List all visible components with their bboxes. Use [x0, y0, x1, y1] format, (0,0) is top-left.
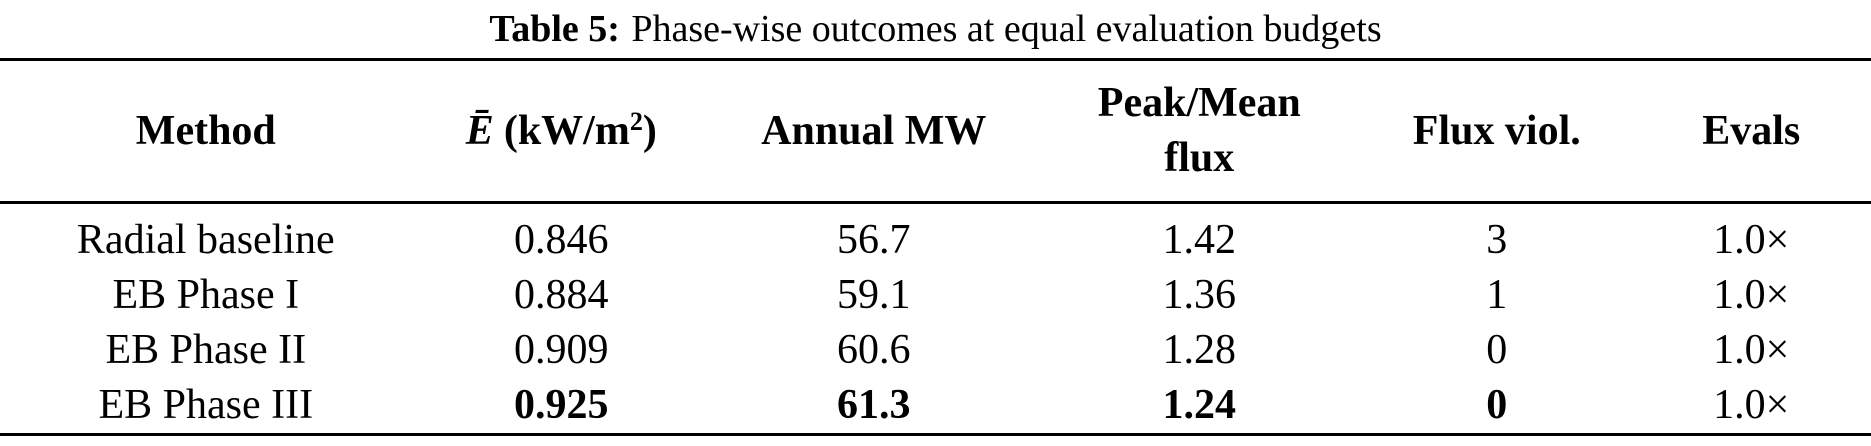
mid-rule — [0, 201, 1871, 204]
flux-density-unit-pre: (kW/m — [503, 107, 630, 154]
bottom-rule — [0, 433, 1871, 436]
peak-mean-value-cell: 1.28 — [1162, 327, 1237, 374]
table-row-eb-phase-3: EB Phase III 0.925 61.3 1.24 0 1.0× — [0, 378, 1871, 433]
header-cell-evals: Evals — [1702, 107, 1801, 154]
header-cell-annual-mw: Annual MW — [761, 107, 987, 154]
flux-density-value-cell: 0.925 — [514, 382, 609, 429]
flux-density-value-cell: 0.846 — [514, 217, 609, 264]
flux-density-unit-close: ) — [642, 107, 657, 154]
method-cell: EB Phase II — [105, 327, 307, 374]
flux-violations-value-cell: 3 — [1486, 217, 1508, 264]
evals-value-cell: 1.0× — [1713, 217, 1790, 264]
header-cell-peak-mean-flux: Peak/Mean flux — [1037, 76, 1363, 187]
method-cell: Radial baseline — [76, 217, 335, 264]
peak-mean-value-cell: 1.36 — [1162, 272, 1237, 319]
e-bar-symbol: Ē — [465, 107, 494, 154]
caption-text: Phase-wise outcomes at equal evaluation … — [631, 8, 1382, 51]
evals-value-cell: 1.0× — [1713, 272, 1790, 319]
annual-mw-value-cell: 59.1 — [836, 272, 911, 319]
evals-value-cell: 1.0× — [1713, 327, 1790, 374]
method-cell: EB Phase I — [112, 272, 300, 319]
table-row-radial-baseline: Radial baseline 0.846 56.7 1.42 3 1.0× — [0, 213, 1871, 268]
table-header-row: Method Ē (kW/m2) Annual MW Peak/Mean flux… — [0, 61, 1871, 201]
flux-density-unit-exponent: 2 — [629, 106, 643, 136]
annual-mw-value-cell: 60.6 — [836, 327, 911, 374]
peak-mean-value-cell: 1.42 — [1162, 217, 1237, 264]
caption-label: Table 5: — [489, 8, 620, 51]
table-caption: Table 5: Phase-wise outcomes at equal ev… — [0, 2, 1871, 58]
top-rule — [0, 58, 1871, 61]
flux-line: flux — [1164, 135, 1235, 181]
header-cell-flux-violations: Flux viol. — [1412, 107, 1581, 154]
peak-mean-value-cell: 1.24 — [1162, 382, 1237, 429]
annual-mw-value-cell: 61.3 — [836, 382, 911, 429]
method-cell: EB Phase III — [98, 382, 314, 429]
flux-violations-value-cell: 0 — [1486, 382, 1508, 429]
header-cell-flux-density: Ē (kW/m2) — [412, 107, 711, 155]
peak-mean-line: Peak/Mean — [1097, 79, 1301, 126]
flux-violations-value-cell: 0 — [1486, 327, 1508, 374]
flux-density-value-cell: 0.909 — [514, 327, 609, 374]
table-row-eb-phase-2: EB Phase II 0.909 60.6 1.28 0 1.0× — [0, 323, 1871, 378]
flux-density-value-cell: 0.884 — [514, 272, 609, 319]
table-row-eb-phase-1: EB Phase I 0.884 59.1 1.36 1 1.0× — [0, 268, 1871, 323]
evals-value-cell: 1.0× — [1713, 382, 1790, 429]
flux-violations-value-cell: 1 — [1486, 272, 1508, 319]
header-cell-method: Method — [135, 107, 276, 154]
annual-mw-value-cell: 56.7 — [836, 217, 911, 264]
table-body: Radial baseline 0.846 56.7 1.42 3 1.0× E… — [0, 204, 1871, 433]
